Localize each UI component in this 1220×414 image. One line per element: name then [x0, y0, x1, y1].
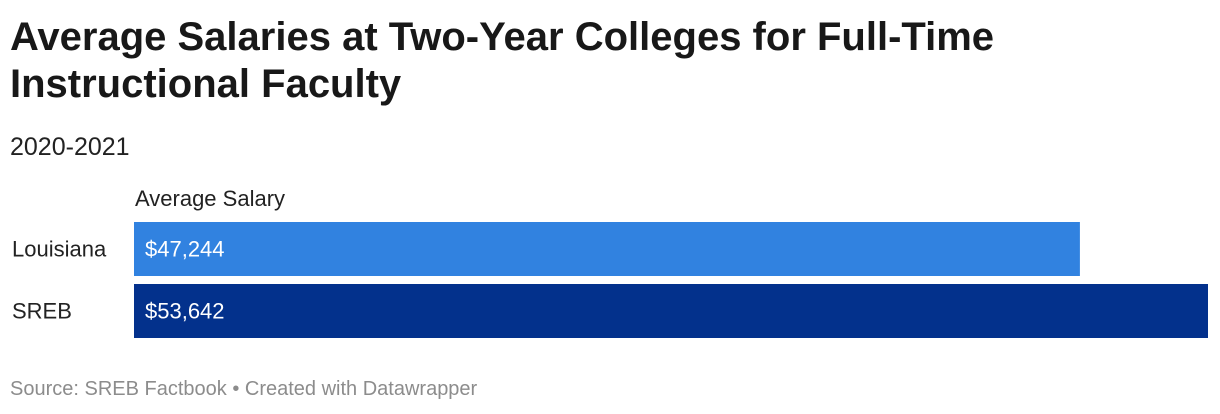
bar-louisiana — [134, 222, 1080, 276]
source-footer: Source: SREB Factbook • Created with Dat… — [10, 378, 478, 400]
chart-subtitle: 2020-2021 — [10, 133, 130, 161]
bar-chart: Average Salary Louisiana $47,244 SREB $53,6… — [12, 186, 1208, 338]
column-header: Average Salary — [135, 186, 285, 211]
bars-group: Louisiana $47,244 SREB $53,642 — [12, 222, 1208, 338]
value-label-sreb: $53,642 — [145, 299, 225, 324]
category-label-sreb: SREB — [12, 299, 72, 324]
category-label-louisiana: Louisiana — [12, 237, 107, 262]
value-label-louisiana: $47,244 — [145, 237, 225, 262]
bar-sreb — [134, 284, 1208, 338]
chart-title: Average Salaries at Two-Year Colleges fo… — [10, 15, 995, 106]
